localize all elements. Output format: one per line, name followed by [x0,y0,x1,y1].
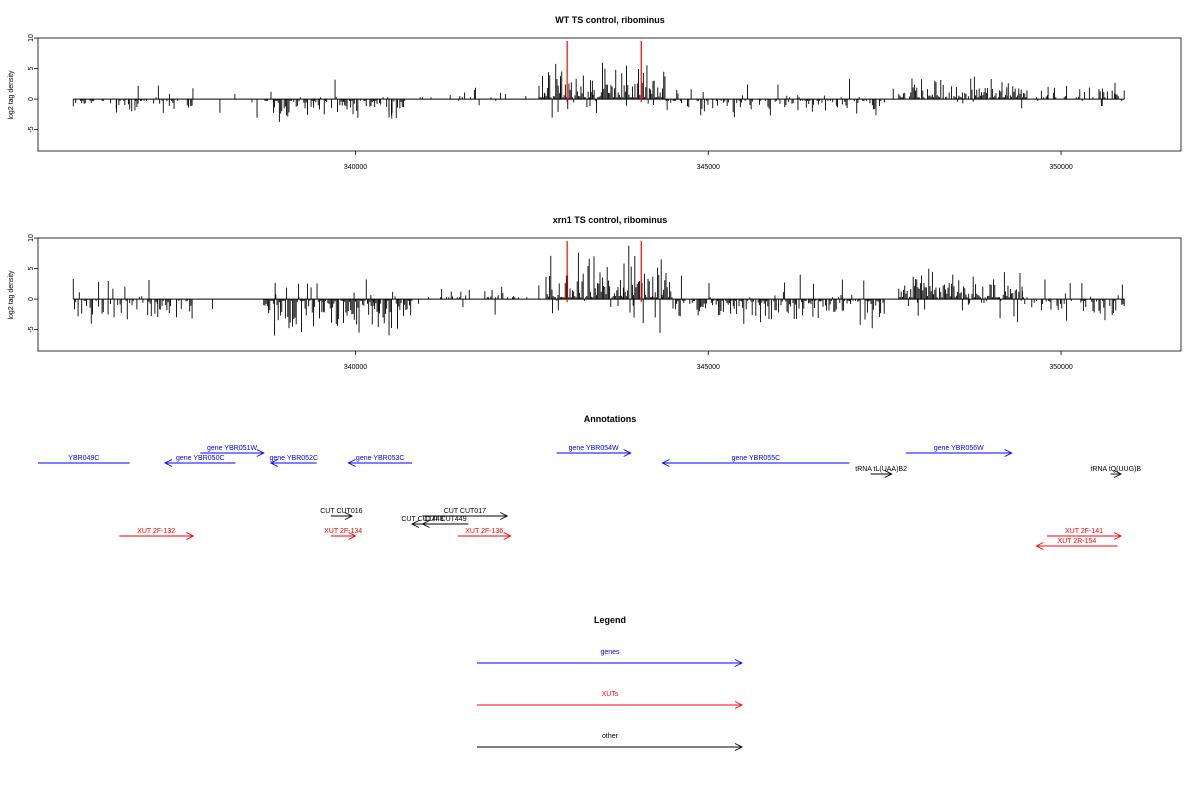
annotation-feature: XUT 2F-134 [324,528,362,540]
annotations-title: Annotations [584,414,637,424]
legend-arrowhead [734,701,744,709]
feature-arrowhead [186,532,195,540]
annotation-features: YBR049C gene YBR050C gene YBR051W gene YBR0… [38,445,1141,550]
x-tick-label: 340000 [344,164,367,171]
annotation-feature: CUT CUT016 [320,508,363,520]
x-tick-label: 345000 [697,364,720,371]
wt-track-ylabel: log2 tag density [8,70,15,120]
legend-arrowhead [734,743,744,751]
y-tick-label: 10 [28,34,35,42]
annotation-feature: XUT 2R-154 [1035,538,1118,550]
feature-label: tRNA tL(UAA)B2 [855,466,907,473]
wt-track-axes: 10 5 0 -5 340000 345000 350000 [28,34,1073,171]
feature-arrowhead [163,459,173,467]
annotation-feature: gene YBR055C [661,455,850,467]
annotation-feature: XUT 2F-136 [457,528,512,540]
xrn1-track-plot-frame [37,237,1182,352]
xrn1-track-axes: 10 5 0 -5 340000 345000 350000 [28,234,1073,371]
legend-label: XUTs [602,691,619,698]
annotation-feature: tRNA tQ(UUG)B [1090,466,1141,478]
feature-label: XUT 2R-154 [1058,538,1097,545]
feature-arrowhead [884,470,893,478]
feature-label: gene YBR051W [207,445,257,452]
legend-arrowhead [734,659,744,667]
feature-label: tRNA tQ(UUG)B [1090,466,1141,473]
feature-arrowhead [421,520,430,528]
feature-label: gene YBR052C [269,455,318,462]
xrn1-track-title: xrn1 TS control, ribominus [553,215,668,225]
y-tick-label: 10 [28,234,35,242]
feature-arrowhead [1113,532,1123,540]
annotation-feature: XUT 2F-141 [1046,528,1123,540]
annotation-feature: tRNA tL(UAA)B2 [855,466,907,478]
x-tick-label: 350000 [1049,364,1072,371]
annotation-feature: gene YBR054W [556,445,632,457]
annotation-feature: XUT 2F-132 [119,528,195,540]
feature-label: CUT CUT449 [424,516,466,523]
y-tick-label: -5 [28,126,35,132]
feature-label: XUT 2F-141 [1065,528,1103,535]
feature-label: gene YBR050C [176,455,225,462]
y-tick-label: 0 [28,97,35,101]
annotation-feature: CUT CUT449 [421,516,469,528]
legend-label: genes [600,649,620,656]
xrn1-track-ylabel: log2 tag density [8,270,15,320]
x-tick-label: 340000 [344,364,367,371]
annotation-feature: gene YBR052C [269,455,318,467]
xrn1-track-panel: xrn1 TS control, ribominus log2 tag dens… [8,215,1182,371]
feature-label: XUT 2F-132 [137,528,175,535]
annotation-feature: YBR049C [38,455,130,464]
feature-arrowhead [410,520,420,528]
feature-arrowhead [623,449,632,457]
feature-label: gene YBR053C [356,455,405,462]
feature-label: YBR049C [68,455,99,462]
legend-item: XUTs [477,691,744,709]
feature-arrowhead [344,512,353,520]
feature-label: XUT 2F-134 [324,528,362,535]
feature-arrowhead [499,512,509,520]
annotations-panel: Annotations YBR049C gene YBR050C gene YBR0… [38,414,1141,550]
feature-label: gene YBR056W [934,445,984,452]
xrn1-track-bars [72,241,1125,336]
legend-title: Legend [594,615,626,625]
wt-track-bars [72,41,1125,122]
feature-label: CUT CUT016 [320,508,362,515]
annotation-feature: gene YBR053C [347,455,412,467]
feature-label: XUT 2F-136 [465,528,503,535]
wt-track-plot-frame [37,37,1182,152]
feature-label: CUT CUT448 [401,516,443,523]
y-tick-label: -5 [28,326,35,332]
wt-track-title: WT TS control, ribominus [555,15,665,25]
feature-label: gene YBR054W [569,445,619,452]
x-tick-label: 345000 [697,164,720,171]
feature-arrowhead [347,459,356,467]
feature-arrowhead [1004,449,1013,457]
feature-arrowhead [256,449,265,457]
annotation-feature: gene YBR051W [200,445,265,457]
legend-item: other [477,733,744,751]
y-tick-label: 5 [28,266,35,270]
annotation-feature: gene YBR050C [163,455,236,467]
feature-arrowhead [1035,542,1044,550]
feature-arrowhead [503,532,512,540]
legend-items: genes XUTs other [477,649,744,751]
annotation-feature: gene YBR056W [905,445,1013,457]
x-tick-label: 350000 [1049,164,1072,171]
legend-panel: Legend genes XUTs other [477,615,744,751]
feature-arrowhead [348,532,357,540]
annotation-feature: CUT CUT017 [422,508,509,520]
legend-item: genes [477,649,744,667]
y-tick-label: 5 [28,66,35,70]
wt-track-panel: WT TS control, ribominus log2 tag densit… [8,15,1182,171]
legend-label: other [602,733,619,740]
feature-arrowhead [661,459,670,467]
feature-label: gene YBR055C [732,455,781,462]
y-tick-label: 0 [28,297,35,301]
feature-arrowhead [269,459,279,467]
feature-label: CUT CUT017 [444,508,486,515]
feature-arrowhead [1113,470,1123,478]
